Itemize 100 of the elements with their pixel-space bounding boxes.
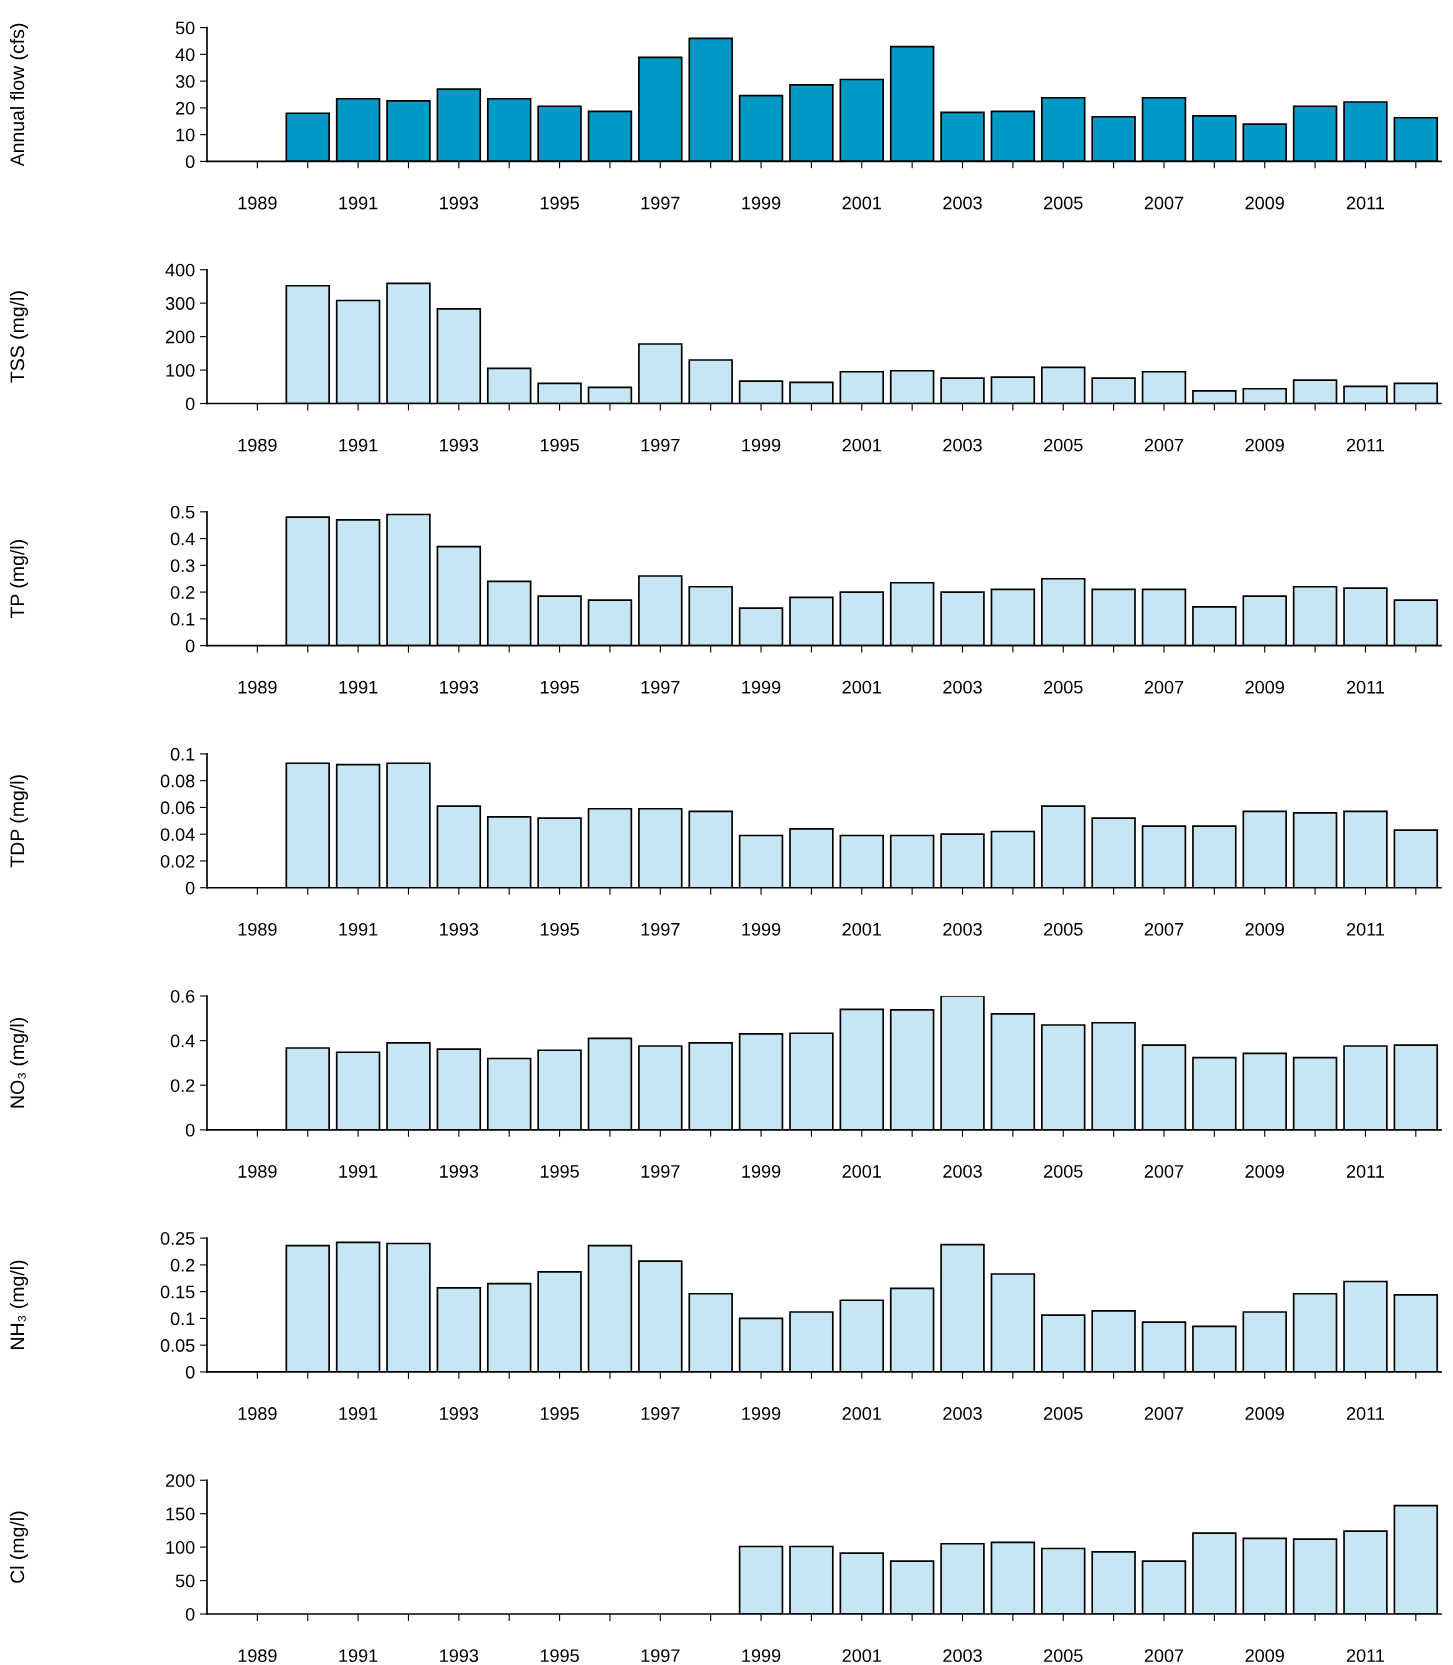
y-tick-label: 50 — [175, 21, 195, 35]
y-tick-label: 0.08 — [160, 774, 195, 788]
x-tick-label: 1999 — [742, 1165, 781, 1178]
x-tick-label: 1999 — [742, 1407, 781, 1420]
y-tick-label: 0.05 — [160, 1339, 195, 1352]
y-axis-title: NH₃ (mg/l) — [9, 1260, 29, 1349]
y-axis-title: Annual flow (cfs) — [9, 23, 29, 167]
x-tick-label: 2003 — [943, 1407, 982, 1420]
x-tick-label: 2005 — [1044, 196, 1083, 210]
y-tick-label: 0.25 — [160, 1232, 195, 1245]
y-tick-label: 0 — [185, 881, 195, 895]
x-tick-label: 1999 — [742, 1649, 781, 1663]
y-tick-label: 0 — [185, 155, 195, 169]
y-tick-label: 300 — [165, 297, 195, 310]
x-tick-label: 2011 — [1346, 922, 1384, 936]
x-tick-label: 2011 — [1346, 680, 1384, 694]
y-tick-label: 0.6 — [170, 989, 195, 1003]
y-tick-label: 30 — [175, 75, 195, 88]
x-tick-label: 1989 — [238, 922, 277, 936]
x-tick-label: 1991 — [339, 680, 378, 694]
x-tick-label: 2005 — [1044, 680, 1083, 694]
y-tick-label: 0.4 — [170, 1034, 195, 1048]
y-tick-label: 400 — [165, 263, 195, 277]
x-tick-label: 1989 — [238, 680, 277, 694]
x-tick-label: 1995 — [540, 922, 579, 936]
x-tick-label: 1997 — [641, 1407, 680, 1420]
y-tick-label: 0 — [185, 1365, 195, 1379]
y-tick-label: 0.02 — [160, 854, 195, 868]
x-tick-label: 2011 — [1346, 196, 1384, 210]
x-tick-label: 2009 — [1245, 1407, 1284, 1420]
y-tick-label: 0 — [185, 1123, 195, 1137]
y-axis-title: TDP (mg/l) — [9, 775, 29, 868]
x-tick-label: 2003 — [943, 438, 982, 452]
y-tick-label: 0 — [185, 639, 195, 653]
x-tick-label: 1993 — [440, 922, 479, 936]
x-tick-label: 1995 — [540, 680, 579, 694]
y-tick-label: 150 — [166, 1507, 195, 1521]
y-tick-label: 200 — [165, 330, 195, 344]
x-tick-label: 2007 — [1144, 196, 1184, 210]
y-tick-label: 0.1 — [170, 612, 195, 626]
x-tick-label: 1997 — [641, 922, 680, 936]
x-tick-label: 2001 — [842, 1165, 881, 1178]
x-tick-label: 2007 — [1144, 438, 1184, 452]
x-tick-label: 1995 — [540, 438, 579, 452]
x-tick-label: 1997 — [641, 1649, 680, 1663]
x-tick-label: 2009 — [1245, 196, 1284, 210]
y-axis-title: Cl (mg/l) — [9, 1511, 29, 1583]
x-tick-label: 2001 — [842, 922, 881, 936]
x-tick-label: 1989 — [238, 1165, 277, 1178]
x-tick-label: 2003 — [943, 196, 982, 210]
x-tick-label: 2009 — [1245, 1649, 1284, 1663]
y-tick-label: 10 — [176, 128, 195, 142]
x-tick-label: 1989 — [238, 196, 277, 210]
x-tick-label: 1995 — [540, 196, 579, 210]
x-tick-label: 1991 — [339, 438, 378, 452]
x-tick-label: 2007 — [1144, 922, 1184, 936]
x-tick-label: 2001 — [842, 196, 881, 210]
x-tick-label: 2009 — [1245, 922, 1284, 936]
x-tick-label: 1993 — [440, 196, 479, 210]
x-tick-label: 1991 — [339, 1407, 378, 1420]
y-tick-label: 0 — [185, 1607, 195, 1621]
x-tick-label: 1997 — [641, 680, 680, 694]
y-tick-label: 0.1 — [170, 747, 195, 761]
y-tick-label: 0.15 — [160, 1285, 195, 1299]
x-tick-label: 1991 — [339, 1649, 378, 1663]
x-tick-label: 1993 — [440, 680, 479, 694]
x-tick-label: 2005 — [1044, 922, 1083, 936]
y-tick-label: 0.06 — [160, 801, 195, 815]
x-tick-label: 2003 — [943, 1165, 982, 1178]
y-tick-label: 0.2 — [170, 1258, 195, 1272]
x-tick-label: 2003 — [943, 680, 982, 694]
y-tick-label: 0.4 — [170, 532, 195, 546]
x-tick-label: 1999 — [742, 438, 781, 452]
x-tick-label: 1999 — [742, 680, 781, 694]
x-tick-label: 1993 — [440, 438, 479, 452]
x-tick-label: 2003 — [943, 922, 982, 936]
x-tick-label: 2005 — [1044, 1165, 1083, 1178]
x-tick-label: 1999 — [742, 922, 781, 936]
x-tick-label: 1989 — [238, 1407, 277, 1420]
x-tick-label: 1991 — [339, 922, 378, 936]
y-axis-title: TSS (mg/l) — [9, 291, 29, 383]
x-tick-label: 2003 — [943, 1649, 982, 1663]
y-tick-label: 0.5 — [170, 505, 195, 519]
x-tick-label: 2009 — [1245, 438, 1284, 452]
x-tick-label: 1993 — [440, 1649, 479, 1663]
x-tick-label: 2005 — [1044, 438, 1083, 452]
y-tick-label: 40 — [175, 48, 195, 62]
y-tick-label: 0.04 — [160, 828, 195, 841]
x-tick-label: 1993 — [440, 1407, 479, 1420]
y-tick-label: 100 — [166, 1541, 195, 1554]
y-tick-label: 0.1 — [170, 1312, 195, 1326]
x-tick-label: 2005 — [1044, 1407, 1083, 1420]
x-tick-label: 2011 — [1346, 1165, 1384, 1178]
x-tick-label: 1989 — [238, 1649, 277, 1663]
x-tick-label: 2001 — [842, 680, 881, 694]
x-tick-label: 1995 — [540, 1165, 579, 1178]
x-tick-label: 1991 — [339, 196, 378, 210]
y-tick-label: 0.2 — [170, 1079, 195, 1092]
x-tick-label: 1995 — [540, 1649, 579, 1663]
y-tick-label: 0.2 — [170, 586, 195, 599]
